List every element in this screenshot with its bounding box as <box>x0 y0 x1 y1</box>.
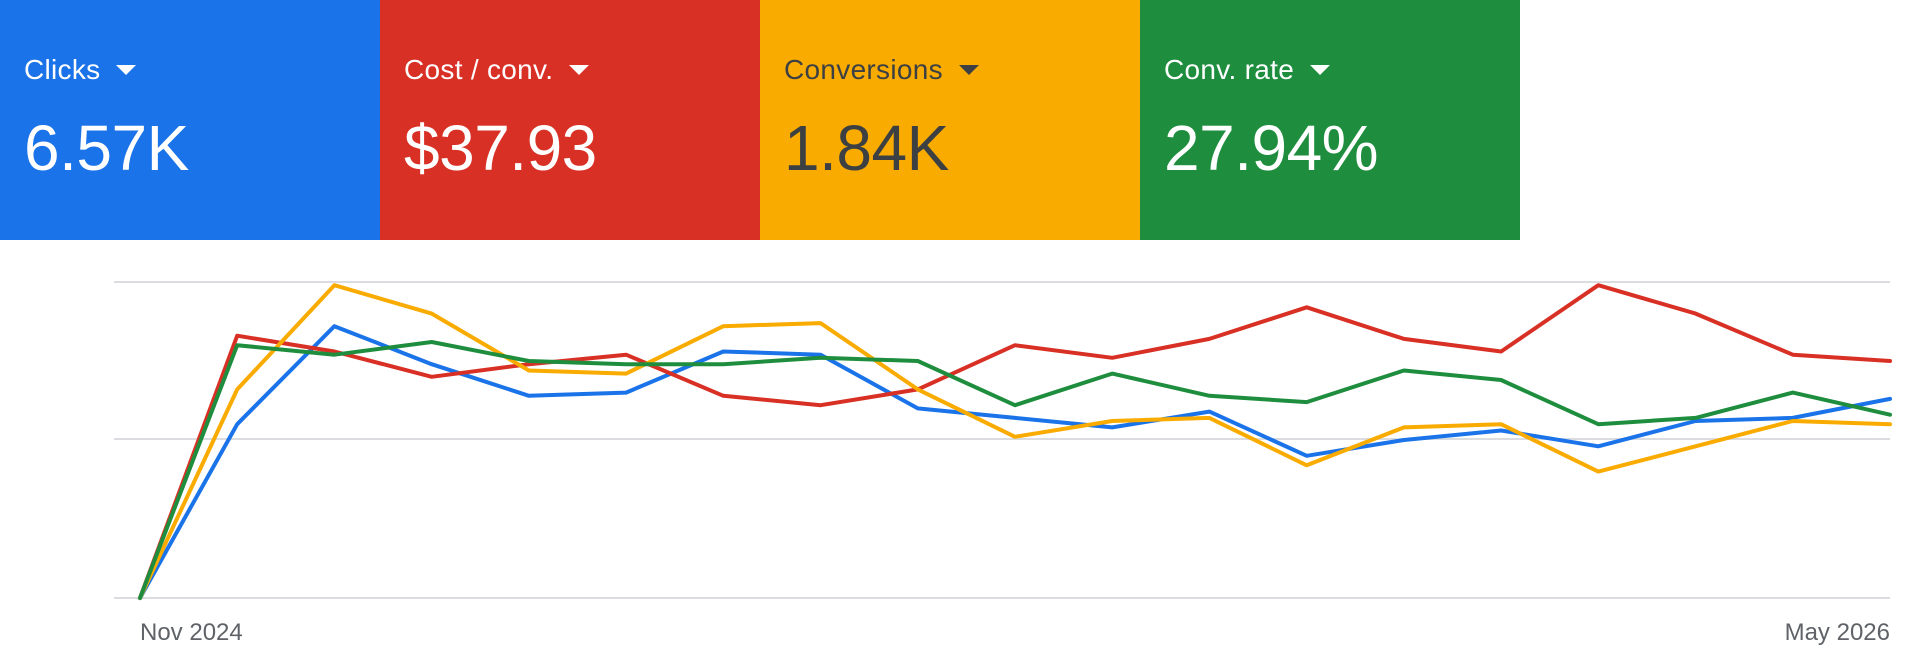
metric-label: Conv. rate <box>1164 54 1295 85</box>
series-line-0 <box>138 324 1892 600</box>
metric-header: Clicks <box>24 50 380 90</box>
metric-value: 1.84K <box>784 112 949 184</box>
chevron-down-icon[interactable] <box>569 65 590 75</box>
metric-label: Cost / conv. <box>404 54 554 85</box>
metric-label: Conversions <box>784 54 943 85</box>
metric-card-cost-per-conv[interactable]: Cost / conv. $37.93 <box>380 0 760 240</box>
series-line-1 <box>138 283 1892 600</box>
x-tick-label: May 2026 <box>1785 619 1890 646</box>
metric-value: 6.57K <box>24 112 189 184</box>
x-tick-label: Nov 2024 <box>140 619 243 646</box>
chevron-down-icon[interactable] <box>958 65 979 75</box>
metric-value: $37.93 <box>404 112 597 184</box>
metric-header: Conversions <box>784 50 1140 90</box>
metric-header: Conv. rate <box>1164 50 1520 90</box>
metric-label: Clicks <box>24 54 101 85</box>
series-line-3 <box>138 340 1892 600</box>
metric-header: Cost / conv. <box>404 50 760 90</box>
chevron-down-icon[interactable] <box>1310 65 1331 75</box>
chevron-down-icon[interactable] <box>116 65 137 75</box>
metric-card-conversions[interactable]: Conversions 1.84K <box>760 0 1140 240</box>
metric-card-conv-rate[interactable]: Conv. rate 27.94% <box>1140 0 1520 240</box>
series-line-2 <box>138 283 1892 600</box>
metric-card-clicks[interactable]: Clicks 6.57K <box>0 0 380 240</box>
metric-cards: Clicks 6.57K Cost / conv. $37.93 Convers… <box>0 0 1520 240</box>
metric-value: 27.94% <box>1164 112 1379 184</box>
